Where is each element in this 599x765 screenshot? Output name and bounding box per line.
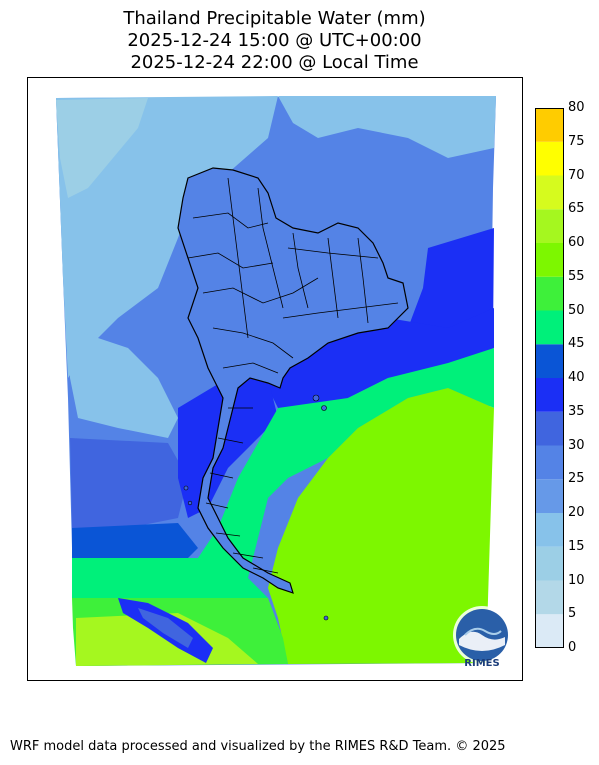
title-line-3: 2025-12-24 22:00 @ Local Time bbox=[130, 52, 419, 73]
colorbar-tick-label: 55 bbox=[568, 268, 585, 284]
colorbar-segment bbox=[535, 580, 564, 615]
rimes-logo: RIMES bbox=[453, 606, 511, 669]
colorbar-segment bbox=[535, 513, 564, 547]
colorbar-segment bbox=[535, 445, 564, 480]
zone-green-gulf bbox=[72, 348, 494, 598]
precipitable-water-map bbox=[56, 96, 496, 666]
colorbar-tick-label: 80 bbox=[568, 100, 585, 115]
province-boundaries bbox=[187, 177, 399, 574]
zone-light-blue-nw bbox=[56, 96, 278, 378]
colorbar-tick-label: 30 bbox=[568, 437, 585, 453]
colorbar-tick-label: 50 bbox=[568, 302, 585, 318]
title-line-2: 2025-12-24 15:00 @ UTC+00:00 bbox=[127, 30, 422, 51]
zone-medium-blue-w bbox=[70, 438, 188, 528]
colorbar-segment bbox=[535, 614, 564, 648]
colorbar-tick-label: 75 bbox=[568, 133, 585, 149]
colorbar-tick-label: 65 bbox=[568, 201, 585, 217]
colorbar-segment bbox=[535, 243, 564, 277]
colorbar-segment bbox=[535, 276, 564, 311]
thailand-land bbox=[177, 167, 409, 594]
islands bbox=[183, 394, 329, 621]
colorbar-tick-label: 45 bbox=[568, 336, 585, 352]
zone-light-blue-ne bbox=[278, 96, 496, 158]
colorbar-tick-label: 10 bbox=[568, 572, 585, 588]
colorbar-tick-label: 25 bbox=[568, 471, 585, 487]
zone-lime-east bbox=[268, 388, 494, 664]
colorbar-segment bbox=[535, 479, 564, 513]
map-frame: RIMES bbox=[27, 77, 523, 681]
colorbar-segment bbox=[535, 378, 564, 412]
colorbar-segment bbox=[535, 411, 564, 446]
colorbar-tick-label: 35 bbox=[568, 403, 585, 419]
colorbar-border bbox=[535, 108, 564, 648]
colorbar-tick-label: 40 bbox=[568, 370, 585, 385]
colorbar-tick-label: 15 bbox=[568, 538, 585, 554]
colorbar-segment bbox=[535, 175, 564, 210]
logo-text: RIMES bbox=[464, 658, 499, 669]
colorbar-segment bbox=[535, 546, 564, 581]
zone-lighter-blue-nw bbox=[56, 98, 148, 198]
zone-west-light bbox=[68, 328, 178, 438]
footer-credit: WRF model data processed and visualized … bbox=[10, 739, 506, 754]
zone-sumatra-mid bbox=[138, 608, 193, 648]
colorbar-segment bbox=[535, 108, 564, 142]
colorbar-tick-label: 20 bbox=[568, 505, 585, 520]
colorbar bbox=[535, 108, 564, 648]
colorbar-tick-label: 5 bbox=[568, 606, 577, 622]
colorbar-segment bbox=[535, 344, 564, 378]
zone-dark-blue-sw bbox=[72, 523, 198, 558]
colorbar-tick-label: 60 bbox=[568, 235, 585, 250]
colorbar-segment bbox=[535, 141, 564, 176]
colorbar-tick-label: 70 bbox=[568, 167, 585, 183]
title-line-1: Thailand Precipitable Water (mm) bbox=[123, 8, 426, 29]
colorbar-segment bbox=[535, 310, 564, 345]
zone-deep-blue-gulf bbox=[258, 308, 494, 418]
colorbar-segment bbox=[535, 209, 564, 243]
colorbar-tick-label: 0 bbox=[568, 640, 577, 655]
